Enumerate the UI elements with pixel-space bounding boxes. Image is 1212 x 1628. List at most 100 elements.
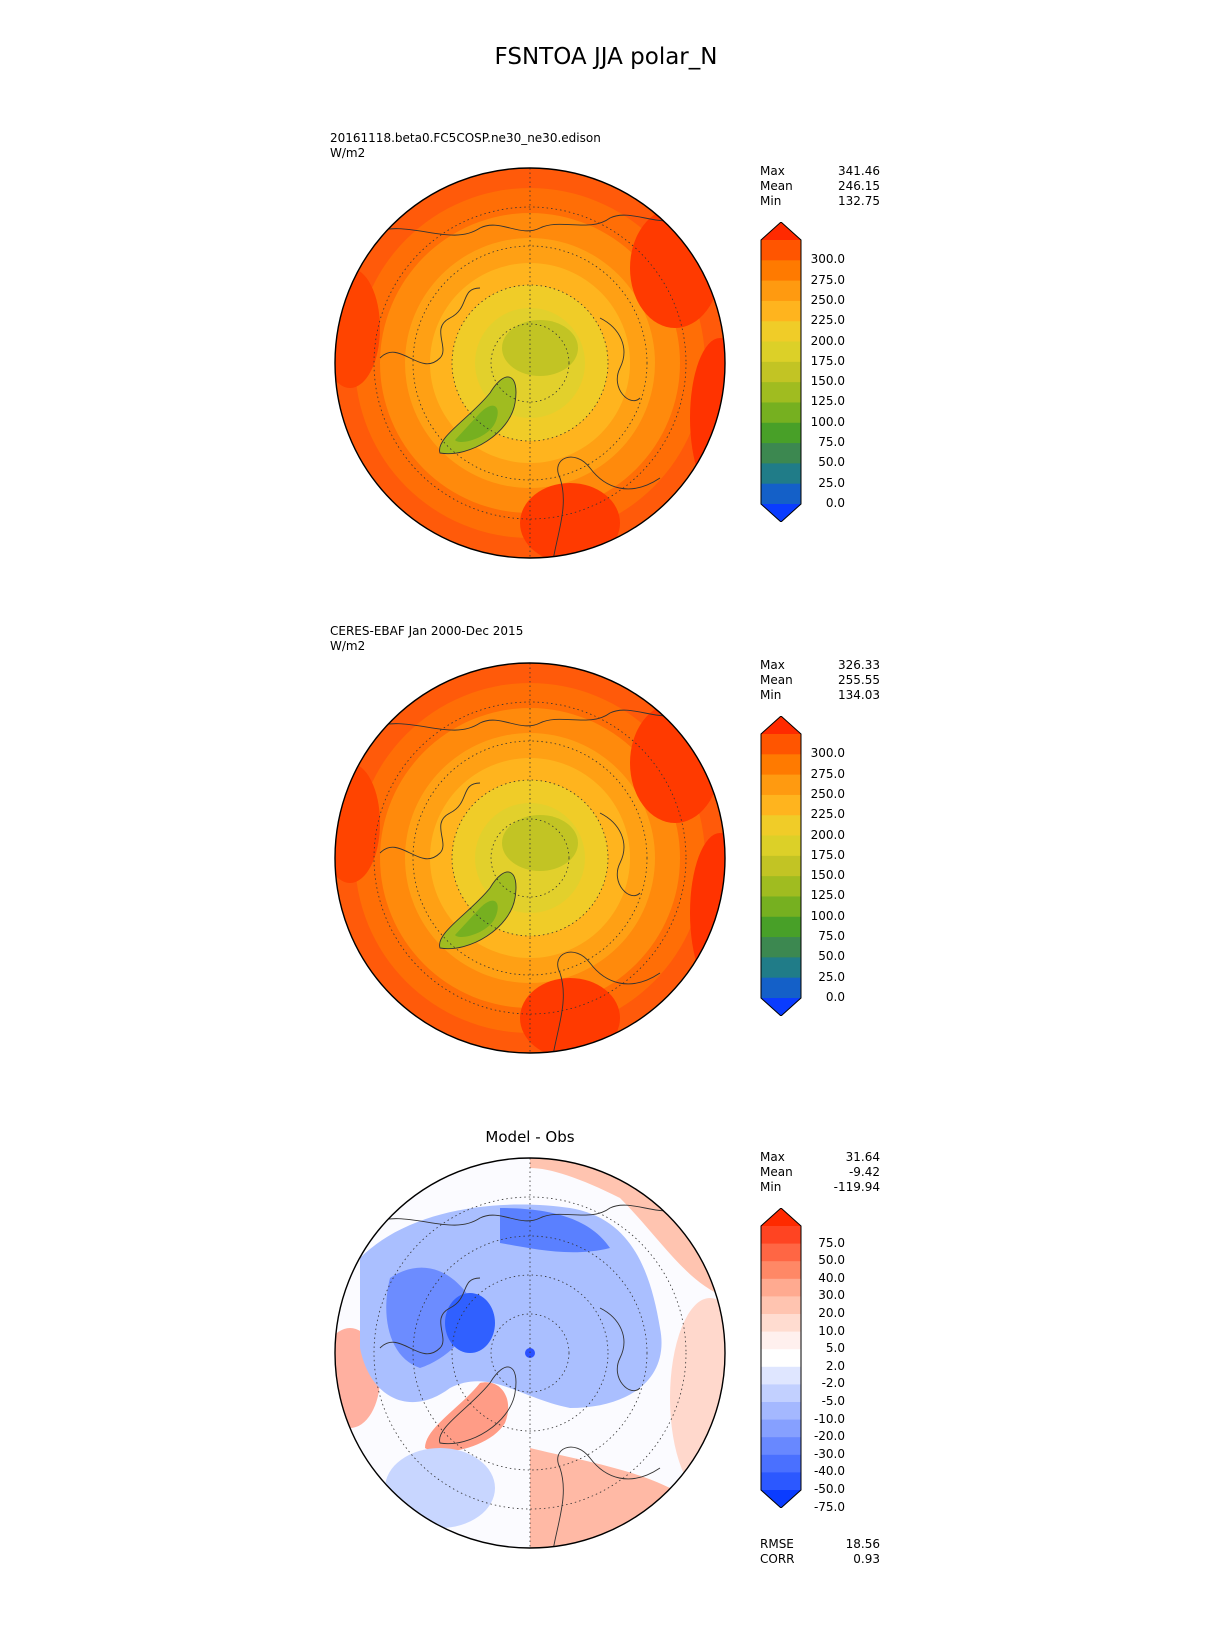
colorbar-tick-label: 25.0 xyxy=(818,475,845,490)
colorbar-segment xyxy=(761,260,801,282)
panel-label: CERES-EBAF Jan 2000-Dec 2015 W/m2 xyxy=(330,624,523,654)
latitude-line xyxy=(451,1274,609,1432)
colorbar-segment xyxy=(761,321,801,343)
colorbar-tick-label: 125.0 xyxy=(810,888,845,903)
colorbar-extend-bottom xyxy=(761,1490,801,1508)
colorbar-tick-label: 275.0 xyxy=(810,766,845,781)
colorbar-segment xyxy=(761,463,801,485)
contour-band xyxy=(455,900,498,938)
colorbar-extend-top xyxy=(761,716,801,734)
colorbar-segment xyxy=(761,1384,801,1403)
coastline xyxy=(599,317,641,402)
colorbar-segment xyxy=(761,1454,801,1473)
colorbar-outline xyxy=(760,222,802,522)
colorbar-segment xyxy=(761,1419,801,1438)
colorbar-segment xyxy=(761,382,801,403)
colorbar-segment xyxy=(761,937,801,958)
colorbar-segment xyxy=(761,1226,801,1245)
colorbar-tick-label: 250.0 xyxy=(810,292,845,307)
contour-band xyxy=(502,320,578,376)
colorbar-extend-top xyxy=(761,222,801,240)
contour-band xyxy=(386,1267,472,1368)
colorbar-segment xyxy=(761,1366,801,1385)
max-value: 326.33 xyxy=(838,658,880,672)
colorbar-outline xyxy=(760,716,802,1016)
stats-box: Max 326.33 Mean 255.55 Min 134.03 xyxy=(760,658,880,703)
min-value: 134.03 xyxy=(838,688,880,702)
colorbar-tick-label: 200.0 xyxy=(810,827,845,842)
max-label: Max xyxy=(760,164,785,178)
diff-title: Model - Obs xyxy=(485,1128,575,1146)
colorbar-segment xyxy=(761,1278,801,1297)
colorbar-tick-label: -75.0 xyxy=(813,1499,845,1514)
colorbar-ticks: 300.0 275.0 250.0 225.0 200.0 175.0 150.0 125.0… xyxy=(790,716,850,1016)
colorbar-segment xyxy=(761,443,801,464)
units-label: W/m2 xyxy=(330,146,366,160)
colorbar-tick-label: 25.0 xyxy=(818,969,845,984)
colorbar-tick-label: 50.0 xyxy=(818,455,845,470)
coastline xyxy=(599,812,641,897)
coastline xyxy=(549,1446,661,1548)
contour-band xyxy=(630,208,720,328)
colorbar-tick-label: 100.0 xyxy=(810,908,845,923)
colorbar-ticks: 75.0 50.0 40.0 30.0 20.0 10.0 5.0 2.0 -2.0 -5.0 -1… xyxy=(790,1208,850,1514)
max-label: Max xyxy=(760,1150,785,1164)
contour-band xyxy=(335,763,380,883)
colorbar-tick-label: 75.0 xyxy=(818,435,845,450)
colorbar-tick-label: -10.0 xyxy=(813,1411,845,1426)
metrics-box: RMSE 18.56 CORR 0.93 xyxy=(760,1537,880,1567)
coastline xyxy=(379,287,481,365)
map-boundary xyxy=(334,1157,726,1549)
colorbar-segment xyxy=(761,896,801,918)
corr-value: 0.93 xyxy=(853,1552,880,1566)
map-boundary xyxy=(334,662,726,1054)
contour-band xyxy=(502,815,578,871)
latitude-line xyxy=(412,740,648,976)
coastline xyxy=(369,1204,681,1226)
rmse-value: 18.56 xyxy=(845,1537,880,1551)
greenland-region xyxy=(439,871,516,949)
mean-value: -9.42 xyxy=(848,1165,880,1179)
colorbar-tick-label: 0.0 xyxy=(825,990,845,1004)
contour-band xyxy=(520,483,620,558)
latitude-line xyxy=(373,206,687,520)
colorbar-tick-label: 200.0 xyxy=(810,333,845,348)
colorbar-segment xyxy=(761,422,801,444)
contour-band xyxy=(670,1298,725,1498)
contour-band xyxy=(335,268,380,388)
colorbar-segment xyxy=(761,1243,801,1262)
min-value: 132.75 xyxy=(838,194,880,208)
colorbar-segment xyxy=(761,794,801,816)
colorbar-segment xyxy=(761,835,801,857)
colorbar-segment xyxy=(761,977,801,999)
coastline xyxy=(369,709,681,731)
colorbar-segment xyxy=(761,855,801,877)
min-label: Min xyxy=(760,194,782,208)
colorbar-tick-label: 20.0 xyxy=(818,1306,845,1320)
colorbar-segment xyxy=(761,876,801,897)
colorbar-tick-label: 225.0 xyxy=(810,313,845,328)
colorbar-segment xyxy=(761,483,801,505)
colorbar-tick-label: -20.0 xyxy=(813,1429,845,1444)
colorbar-segment xyxy=(761,916,801,938)
colorbar-segment xyxy=(761,280,801,302)
polar-map xyxy=(334,662,726,1054)
colorbar-segment xyxy=(761,1331,801,1350)
colorbar-tick-label: -40.0 xyxy=(813,1464,845,1479)
colorbar xyxy=(760,222,802,522)
colorbar-segment xyxy=(761,1472,801,1491)
corr-label: CORR xyxy=(760,1552,795,1566)
colorbar-segment xyxy=(761,957,801,979)
colorbar-segment xyxy=(761,1261,801,1280)
colorbar-tick-label: 75.0 xyxy=(818,929,845,944)
colorbar-tick-label: 2.0 xyxy=(825,1358,845,1373)
case-name: 20161118.beta0.FC5COSP.ne30_ne30.edison xyxy=(330,131,601,145)
contour-band xyxy=(385,1448,495,1528)
polar-map xyxy=(334,1157,726,1549)
colorbar-tick-label: 50.0 xyxy=(818,949,845,964)
mean-value: 246.15 xyxy=(838,179,880,193)
colorbar-tick-label: -5.0 xyxy=(821,1394,845,1408)
colorbar-segment xyxy=(761,1402,801,1421)
latitude-line xyxy=(412,1235,648,1471)
latitude-line xyxy=(490,1313,570,1393)
